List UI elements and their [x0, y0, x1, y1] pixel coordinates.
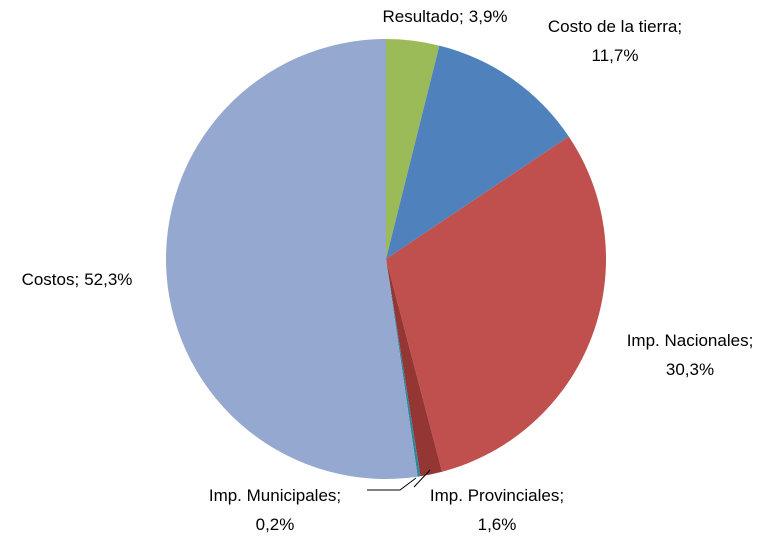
label-separator: ;: [336, 486, 341, 505]
pie-slice: [386, 45, 569, 260]
data-label: Imp. Provinciales; 1,6%: [430, 486, 564, 534]
leader-line: [413, 469, 431, 488]
pie-slice: [386, 39, 440, 259]
label-separator: ;: [559, 486, 564, 505]
pie-slice: [386, 136, 606, 472]
data-label: Costo de la tierra; 11,7%: [548, 17, 682, 65]
label-category: Imp. Provinciales: [430, 486, 559, 505]
label-category: Costos: [22, 270, 75, 289]
label-value: 52,3%: [84, 270, 132, 289]
label-value: 11,7%: [592, 46, 639, 65]
label-value: 30,3%: [666, 360, 714, 379]
data-label: Imp. Municipales; 0,2%: [209, 486, 341, 534]
label-value: 1,6%: [478, 515, 517, 534]
label-value: 0,2%: [256, 515, 295, 534]
label-separator: ;: [677, 17, 682, 36]
label-category: Resultado: [382, 7, 459, 26]
data-label: Resultado; 3,9%: [382, 7, 507, 26]
pie-slice: [166, 39, 418, 479]
label-category: Imp. Nacionales: [627, 331, 749, 350]
label-separator: ;: [749, 331, 754, 350]
label-category: Imp. Municipales: [209, 486, 337, 505]
leader-line: [367, 477, 417, 491]
label-separator: ;: [74, 270, 79, 289]
pie-slice: [386, 259, 421, 477]
label-value: 3,9%: [469, 7, 508, 26]
label-separator: ;: [459, 7, 464, 26]
label-category: Costo de la tierra: [548, 17, 678, 36]
data-label: Imp. Nacionales; 30,3%: [627, 331, 754, 379]
pie-slice: [386, 259, 443, 477]
data-label: Costos; 52,3%: [22, 270, 133, 289]
